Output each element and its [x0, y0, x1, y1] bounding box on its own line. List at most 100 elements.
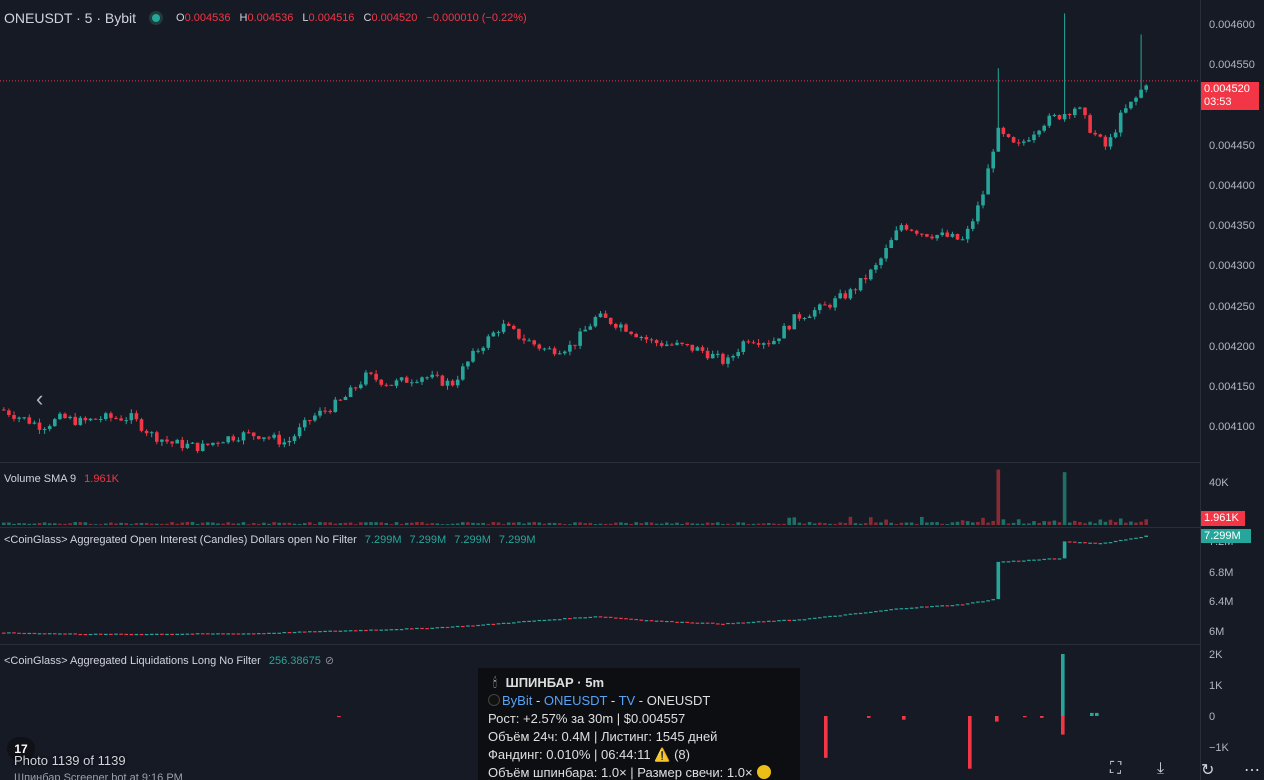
candle-body — [1083, 107, 1087, 116]
candle-body — [302, 420, 307, 428]
candle-body — [333, 399, 338, 413]
price-tick: 0.004150 — [1209, 381, 1255, 393]
pane-separator[interactable] — [0, 527, 1200, 528]
volume-bar — [619, 522, 623, 525]
volume-bar — [950, 522, 955, 525]
open-interest-value: 7.299M — [409, 534, 447, 546]
open-interest-candle — [251, 633, 256, 635]
open-interest-candle — [425, 628, 429, 630]
volume-bar — [665, 522, 669, 525]
liquidations-pane[interactable] — [0, 645, 1200, 780]
open-interest-candle — [634, 618, 638, 621]
volume-bar — [98, 524, 103, 525]
download-icon[interactable]: ⤓ — [1157, 760, 1165, 777]
candle-body — [435, 374, 440, 376]
candle-body — [251, 432, 256, 437]
candle-body — [394, 380, 399, 386]
separator: - — [607, 693, 619, 708]
liquidations-legend[interactable]: <CoinGlass> Aggregated Liquidations Long… — [4, 654, 334, 667]
screenshot-icon[interactable]: ⛶ — [1110, 760, 1122, 777]
candle-body — [1073, 108, 1077, 116]
candle-body — [869, 269, 873, 280]
volume-bar — [914, 523, 919, 525]
volume-bar — [940, 523, 944, 525]
open-interest-pane[interactable] — [0, 528, 1200, 644]
candle-body — [802, 318, 807, 320]
open-interest-candle — [1062, 541, 1067, 559]
price-tick: 0.004350 — [1209, 220, 1255, 232]
volume-bar — [578, 522, 582, 525]
pane-separator[interactable] — [0, 644, 1200, 645]
candle-body — [114, 417, 118, 419]
candle-body — [1129, 101, 1133, 109]
visibility-icon[interactable]: ⊘ — [324, 655, 335, 667]
volume-bar — [251, 522, 256, 525]
volume-bar — [588, 522, 593, 525]
open-interest-candle — [185, 633, 190, 635]
open-interest-candle — [308, 631, 312, 633]
volume-bar — [206, 522, 210, 525]
volume-bar — [935, 522, 939, 525]
pane-separator[interactable] — [0, 462, 1200, 463]
open-interest-candle — [644, 620, 649, 622]
candle-body — [241, 432, 246, 441]
open-interest-candle — [12, 632, 16, 634]
open-interest-candle — [491, 623, 496, 626]
volume-bar — [603, 523, 608, 525]
candle-body — [1093, 132, 1097, 135]
volume-bar — [175, 523, 179, 525]
open-interest-candle — [593, 616, 598, 618]
volume-pane[interactable] — [0, 463, 1200, 527]
candle-body — [756, 343, 761, 345]
volume-bar — [792, 517, 797, 525]
volume-bar — [114, 523, 118, 525]
candle-body — [925, 234, 929, 237]
open-interest-candle — [1006, 561, 1011, 563]
liquidation-bar — [1095, 712, 1099, 716]
symbol-title[interactable]: ONEUSDT · 5 · Bybit — [4, 10, 136, 26]
open-interest-candle — [1027, 559, 1031, 561]
candle-body — [522, 338, 526, 341]
rotate-icon[interactable]: ↻ — [1201, 762, 1215, 779]
volume-bar — [828, 523, 832, 525]
volume-bar — [884, 519, 888, 525]
open-interest-candle — [93, 633, 98, 635]
chevron-left-icon[interactable]: ‹ — [36, 386, 44, 411]
open-interest-candle — [940, 605, 944, 607]
open-interest-candle — [537, 619, 542, 622]
candle-body — [17, 417, 21, 419]
candle-body — [950, 233, 955, 237]
pair-link[interactable]: ONEUSDT — [543, 693, 608, 708]
open-interest-candle — [410, 628, 414, 630]
candle-body — [297, 427, 302, 437]
volume-bar — [119, 522, 123, 525]
tv-link[interactable]: TV — [618, 693, 636, 708]
candle-body — [726, 357, 730, 364]
volume-bar — [700, 523, 705, 525]
volume-bar — [1113, 522, 1118, 525]
high-value: 0.004536 — [247, 12, 294, 24]
open-interest-candle — [1037, 559, 1041, 561]
volume-bar — [532, 522, 536, 525]
price-chart[interactable] — [0, 0, 1200, 462]
volume-bar — [440, 524, 445, 525]
open-interest-candle — [476, 624, 480, 627]
candle-body — [710, 353, 715, 359]
candle-body — [267, 437, 271, 439]
volume-bar — [522, 523, 526, 525]
volume-bar — [313, 524, 317, 525]
volume-bar — [287, 522, 292, 525]
liquidation-bar — [968, 716, 972, 769]
candle-body — [608, 317, 613, 325]
price-axis-border — [1200, 0, 1201, 780]
candle-body — [109, 413, 113, 418]
exchange-link[interactable]: ByBit — [502, 693, 533, 708]
more-icon[interactable]: ⋯ — [1244, 762, 1260, 779]
volume-legend[interactable]: Volume SMA 9 1.961K — [4, 473, 119, 485]
volume-bar — [818, 522, 822, 525]
open-interest-legend[interactable]: <CoinGlass> Aggregated Open Interest (Ca… — [4, 534, 536, 546]
open-interest-candle — [1108, 542, 1113, 544]
open-interest-candle — [848, 613, 853, 615]
candle-body — [874, 265, 878, 270]
candle-body — [955, 233, 960, 240]
